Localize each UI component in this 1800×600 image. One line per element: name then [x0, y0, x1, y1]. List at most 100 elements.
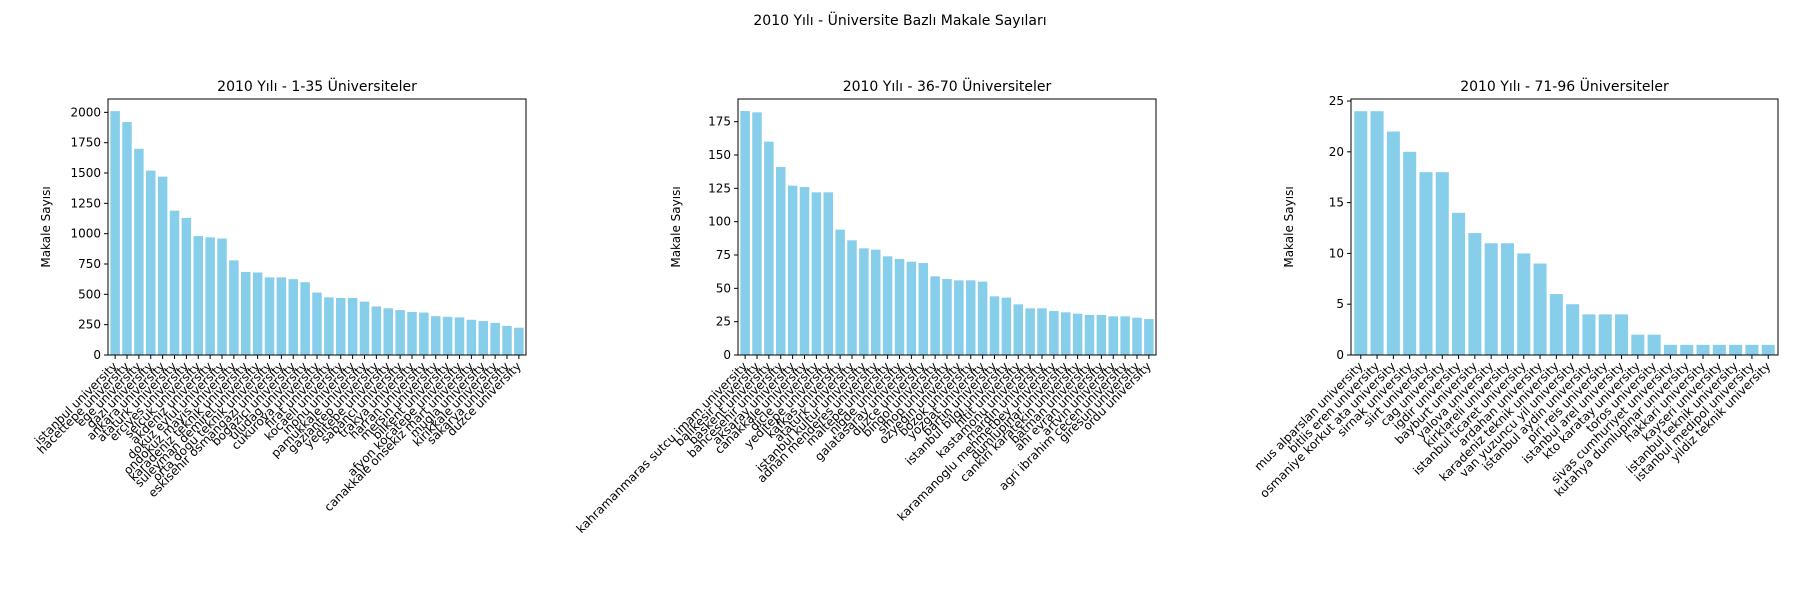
y-tick-label: 0	[93, 348, 101, 362]
subplot-title: 2010 Yılı - 36-70 Üniversiteler	[843, 77, 1052, 95]
y-axis-label: Makale Sayısı	[1282, 186, 1296, 267]
bar	[1354, 111, 1368, 355]
y-tick-label: 5	[1336, 297, 1344, 311]
bar	[490, 322, 500, 355]
bar	[181, 217, 192, 355]
bar	[288, 279, 298, 355]
bar	[264, 277, 275, 355]
y-tick-label: 2000	[70, 105, 101, 119]
bar	[407, 311, 417, 355]
bar	[847, 240, 857, 355]
subplot: 2010 Yılı - 71-96 Üniversiteler Makale Sa…	[1252, 77, 1779, 501]
y-tick-label: 15	[1329, 196, 1344, 210]
axes-frame	[1350, 98, 1779, 356]
y-tick-label: 250	[78, 318, 101, 332]
bar	[1566, 304, 1580, 355]
bar	[193, 236, 203, 355]
bar	[1108, 316, 1118, 355]
bar	[752, 112, 762, 355]
y-tick-label: 750	[78, 257, 101, 271]
y-tick-label: 1750	[70, 136, 101, 150]
bar	[146, 170, 156, 355]
bar	[835, 229, 845, 355]
bar	[1517, 253, 1531, 355]
axes-frame	[737, 98, 1157, 356]
bar	[442, 316, 453, 355]
bar	[1096, 315, 1107, 355]
bar	[110, 111, 120, 356]
bar	[1001, 297, 1012, 355]
bar	[1370, 111, 1384, 355]
bar	[1403, 151, 1417, 355]
bar	[371, 306, 382, 355]
bar	[252, 272, 263, 355]
y-tick-label: 25	[1329, 94, 1344, 108]
figure-title: 2010 Yılı - Üniversite Bazlı Makale Sayı…	[753, 11, 1046, 29]
bar	[942, 279, 952, 355]
bar	[977, 281, 988, 355]
bar	[1072, 313, 1083, 355]
bar	[169, 210, 180, 355]
bar	[1468, 233, 1482, 355]
bar	[383, 308, 393, 355]
bar	[1500, 243, 1514, 355]
bar	[217, 238, 227, 355]
bar	[1386, 131, 1400, 355]
bar	[241, 271, 251, 355]
bar	[419, 312, 429, 355]
bar	[989, 296, 1000, 355]
bar	[466, 319, 477, 355]
bar	[157, 176, 168, 355]
bar	[1484, 243, 1498, 355]
bar	[1061, 312, 1071, 355]
y-tick-label: 1500	[70, 166, 101, 180]
bar	[1025, 308, 1035, 355]
bar	[966, 280, 976, 355]
bar	[1647, 334, 1661, 355]
bar	[1680, 344, 1694, 355]
subplot: 2010 Yılı - 36-70 Üniversiteler Makale Sa…	[574, 77, 1157, 536]
bar	[134, 148, 144, 355]
bar	[811, 192, 822, 355]
bar	[1049, 311, 1059, 355]
bar	[871, 249, 881, 355]
bar	[324, 297, 334, 355]
bar	[1712, 344, 1726, 355]
subplot-title: 2010 Yılı - 71-96 Üniversiteler	[1460, 77, 1669, 95]
bar	[894, 259, 905, 355]
y-tick-label: 0	[1336, 348, 1344, 362]
y-tick-label: 25	[716, 315, 731, 329]
y-tick-label: 500	[78, 287, 101, 301]
bar	[1631, 334, 1645, 355]
y-tick-label: 125	[708, 181, 731, 195]
x-tick-label: osmaniye korkut ata university	[1257, 359, 1398, 500]
y-tick-label: 175	[708, 115, 731, 129]
bar	[359, 301, 370, 355]
bar	[1435, 172, 1449, 355]
bar	[1663, 344, 1677, 355]
bar	[122, 122, 132, 356]
bar	[1533, 263, 1547, 355]
y-tick-label: 20	[1329, 145, 1344, 159]
y-axis-label: Makale Sayısı	[669, 186, 683, 267]
bar	[395, 310, 405, 355]
bar	[431, 316, 441, 355]
bar	[823, 192, 833, 355]
bar	[347, 297, 358, 355]
bar	[454, 317, 465, 355]
bar	[954, 280, 964, 355]
y-tick-label: 100	[708, 215, 731, 229]
bar	[1013, 304, 1023, 355]
bar	[514, 327, 524, 355]
bar	[312, 292, 322, 355]
subplot-title: 2010 Yılı - 1-35 Üniversiteler	[217, 77, 417, 95]
bar	[1549, 294, 1563, 355]
bar	[229, 260, 239, 355]
y-tick-label: 1250	[70, 196, 101, 210]
bar	[1696, 344, 1710, 355]
bar	[859, 248, 869, 355]
bar	[502, 325, 512, 355]
bar	[276, 277, 287, 355]
bar	[205, 237, 215, 355]
